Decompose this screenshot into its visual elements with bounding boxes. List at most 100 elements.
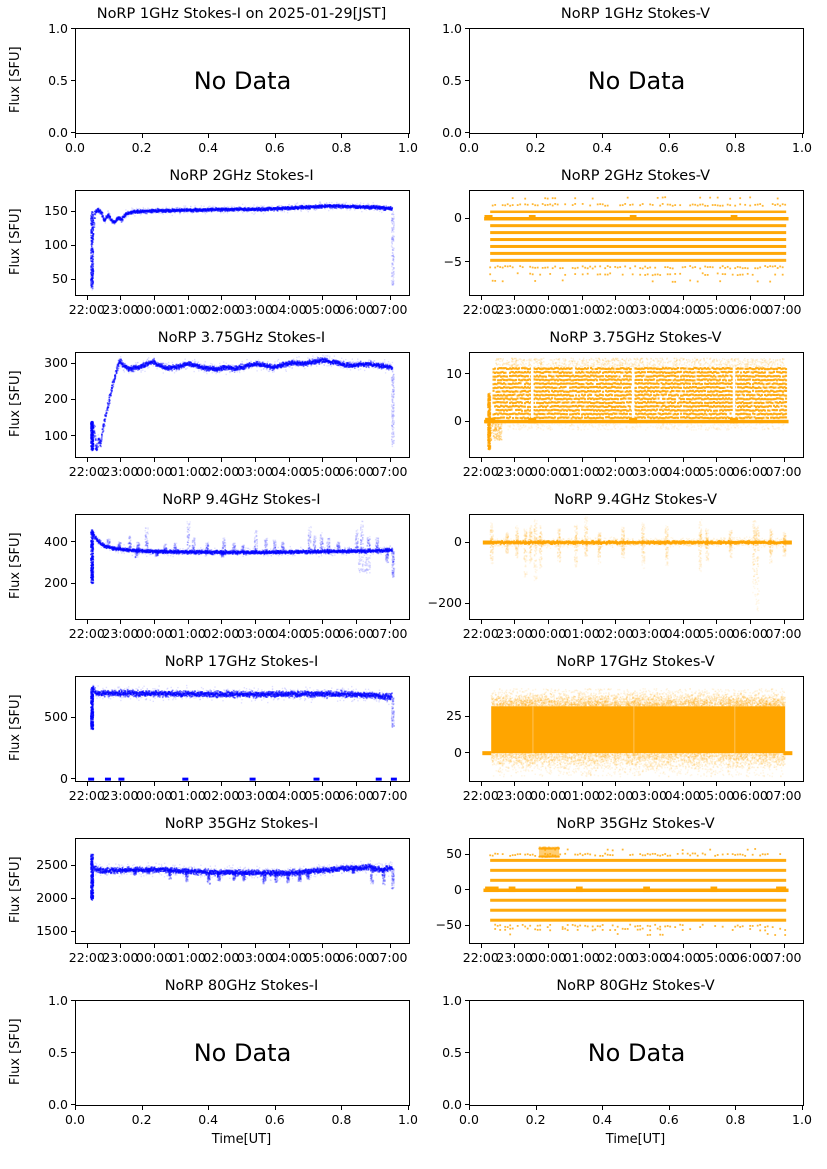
x-tick-mark [254, 620, 256, 624]
y-tick-mark [465, 1104, 469, 1105]
plot-area [75, 190, 410, 296]
x-tick-label: 0.2 [131, 140, 152, 155]
y-tick-label: 1.0 [48, 20, 68, 36]
x-tick-label: 01:00 [563, 950, 600, 965]
x-tick-label: 00:00 [136, 464, 173, 479]
x-tick-label: 23:00 [496, 464, 533, 479]
x-tick-label: 00:00 [530, 302, 567, 317]
x-tick-mark [514, 620, 516, 624]
y-tick-label: 100 [44, 237, 68, 253]
x-tick-mark [120, 458, 122, 462]
x-tick-mark [389, 782, 391, 786]
x-tick-label: 07:00 [371, 302, 408, 317]
y-tick-label: 0.5 [442, 72, 462, 88]
x-axis-label: Time[UT] [211, 1132, 272, 1147]
subplot-cell-norp-17ghz-stokes-i: NoRP 17GHz Stokes-I Flux [SFU] 500 0 22:00 23… [0, 648, 413, 810]
y-tick-label: 1500 [36, 923, 68, 939]
x-tick-label: 03:00 [630, 302, 667, 317]
x-tick-label: 01:00 [169, 788, 206, 803]
x-tick-mark [208, 134, 210, 138]
x-tick-label: 01:00 [169, 302, 206, 317]
y-tick-mark [71, 716, 75, 718]
x-tick-label: 07:00 [765, 950, 802, 965]
x-tick-label: 0.0 [459, 140, 479, 155]
y-tick-label: 1.0 [442, 20, 462, 36]
y-tick-mark [71, 398, 75, 400]
subplot-cell-norp-9.4ghz-stokes-i: NoRP 9.4GHz Stokes-I Flux [SFU] 400 200 22:0… [0, 486, 413, 648]
y-tick-mark [71, 778, 75, 780]
plot-canvas-norp-3.75ghz-stokes-v [470, 353, 803, 457]
x-tick-mark [86, 458, 88, 462]
x-tick-label: 0.8 [725, 140, 746, 155]
y-tick-label: −50 [435, 917, 462, 933]
x-tick-label: 0.8 [331, 1112, 352, 1127]
x-tick-label: 03:00 [630, 626, 667, 641]
subplot-cell-norp-17ghz-stokes-v: NoRP 17GHz Stokes-V 25 0 22:00 23:00 00:00 01:… [413, 648, 827, 810]
x-tick-label: 0.2 [131, 1112, 152, 1127]
x-tick-label: 06:00 [731, 626, 768, 641]
subplot-title: NoRP 35GHz Stokes-I [164, 816, 319, 832]
x-tick-label: 02:00 [203, 464, 240, 479]
y-tick-mark [465, 1052, 469, 1053]
x-tick-mark [408, 1106, 409, 1110]
y-tick-label: 300 [44, 355, 68, 371]
x-tick-label: 22:00 [68, 302, 105, 317]
x-tick-mark [548, 458, 550, 462]
x-tick-label: 05:00 [698, 302, 735, 317]
x-tick-mark [274, 1106, 276, 1110]
x-tick-label: 07:00 [371, 626, 408, 641]
x-tick-label: 07:00 [765, 302, 802, 317]
x-tick-label: 02:00 [203, 626, 240, 641]
x-tick-mark [322, 944, 324, 948]
x-tick-mark [408, 134, 409, 138]
x-tick-mark [648, 620, 650, 624]
plot-area: No Data [75, 28, 410, 134]
x-tick-label: 06:00 [337, 464, 374, 479]
x-tick-label: 1.0 [398, 140, 418, 155]
y-tick-mark [71, 541, 75, 543]
x-tick-mark [154, 296, 156, 300]
subplot-title: NoRP 80GHz Stokes-V [556, 978, 715, 994]
plot-canvas-norp-35ghz-stokes-v [470, 839, 803, 943]
x-tick-mark [221, 782, 223, 786]
x-tick-mark [514, 944, 516, 948]
x-axis-label: Time[UT] [605, 1132, 666, 1147]
x-tick-label: 07:00 [765, 788, 802, 803]
x-tick-mark [682, 944, 684, 948]
plot-area [75, 676, 410, 782]
plot-area [469, 190, 804, 296]
subplot-cell-norp-80ghz-stokes-i: NoRP 80GHz Stokes-I Flux [SFU] No Data 1.0 0… [0, 972, 418, 1169]
plot-canvas-norp-17ghz-stokes-i [76, 677, 409, 781]
x-tick-mark [288, 782, 290, 786]
y-tick-mark [71, 210, 75, 212]
x-tick-label: 00:00 [136, 788, 173, 803]
no-data-text: No Data [587, 1039, 686, 1067]
x-tick-label: 03:00 [236, 950, 273, 965]
x-tick-label: 00:00 [530, 950, 567, 965]
x-tick-mark [480, 620, 482, 624]
x-tick-label: 03:00 [630, 788, 667, 803]
x-tick-label: 23:00 [496, 626, 533, 641]
x-tick-mark [322, 296, 324, 300]
subplot-title: NoRP 35GHz Stokes-V [556, 816, 715, 832]
subplot-title: NoRP 3.75GHz Stokes-V [549, 330, 722, 346]
y-tick-label: 100 [44, 427, 68, 443]
x-tick-mark [469, 134, 470, 138]
subplot-cell-norp-1ghz-stokes-i: NoRP 1GHz Stokes-I on 2025-01-29[JST] Flu… [0, 0, 418, 162]
x-tick-mark [682, 296, 684, 300]
x-tick-label: 06:00 [337, 626, 374, 641]
y-tick-label: 500 [44, 709, 68, 725]
x-tick-mark [221, 620, 223, 624]
x-tick-label: 23:00 [102, 626, 139, 641]
y-tick-mark [71, 864, 75, 866]
x-tick-mark [783, 296, 785, 300]
x-tick-label: 23:00 [102, 464, 139, 479]
x-tick-label: 04:00 [270, 464, 307, 479]
x-tick-label: 0.2 [525, 1112, 546, 1127]
plot-canvas-norp-35ghz-stokes-i [76, 839, 409, 943]
x-tick-mark [120, 782, 122, 786]
x-tick-mark [187, 782, 189, 786]
y-tick-label: 50 [446, 846, 462, 862]
x-tick-label: 0.2 [525, 140, 546, 155]
x-tick-label: 05:00 [304, 626, 341, 641]
